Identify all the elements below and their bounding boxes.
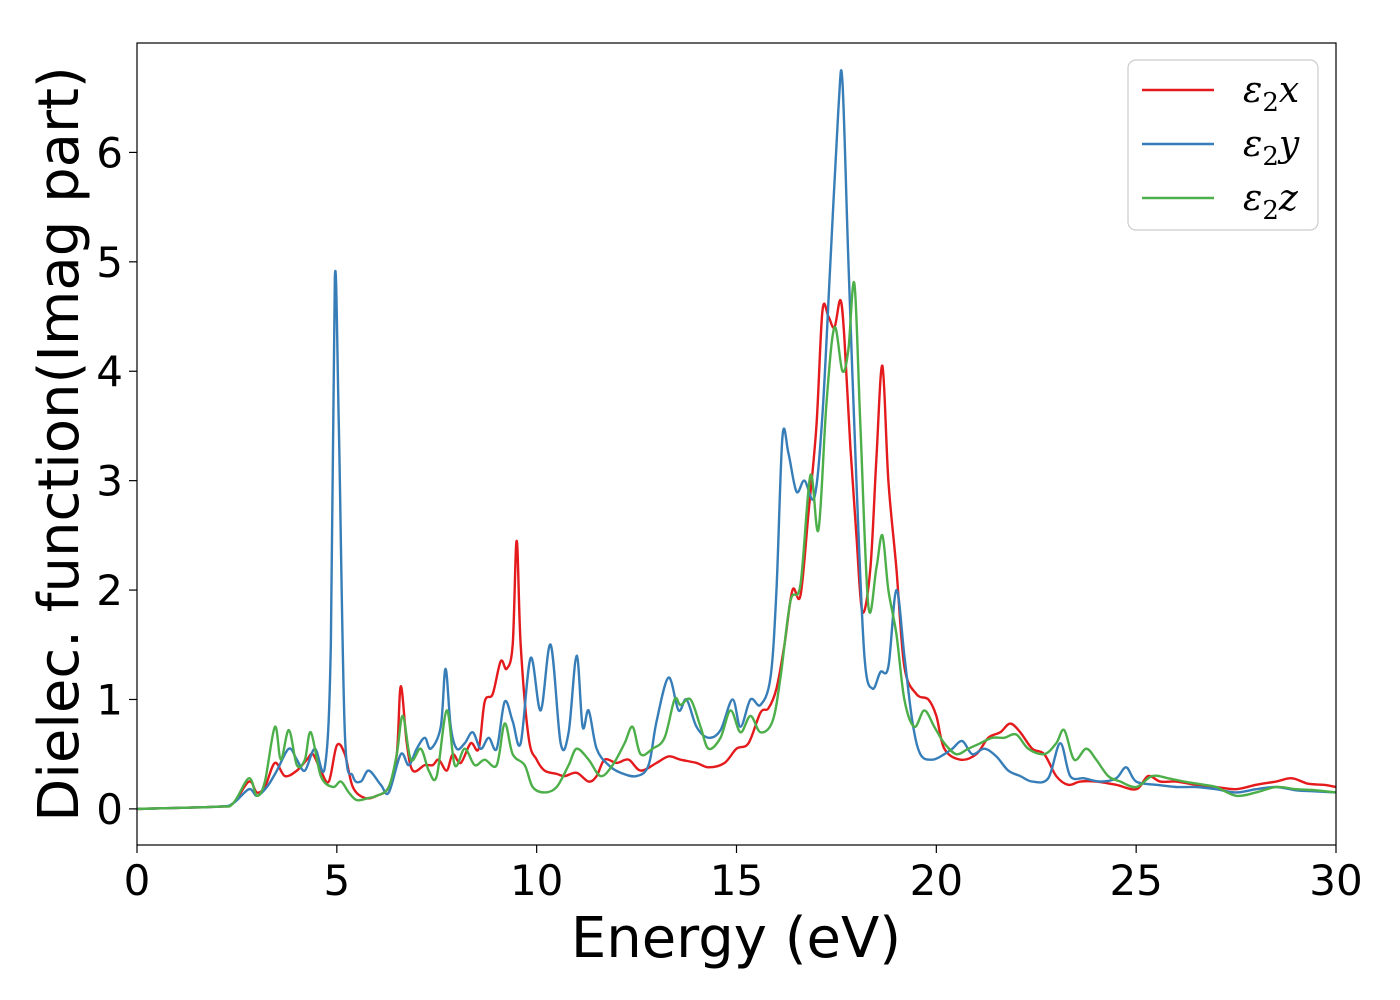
y-tick-label: 3	[96, 457, 123, 506]
x-tick-label: 25	[1109, 856, 1162, 905]
x-tick-label: 30	[1309, 856, 1362, 905]
x-tick-label: 20	[910, 856, 963, 905]
legend: ε2x ε2y ε2z	[1127, 59, 1319, 231]
y-tick-label: 4	[96, 347, 123, 396]
x-tick-label: 10	[510, 856, 563, 905]
y-axis-title: Dielec. function(Imag part)	[27, 66, 92, 822]
series-line-y	[137, 69, 1336, 811]
y-tick-label: 1	[96, 675, 123, 724]
y-tick-label: 2	[96, 566, 123, 615]
legend-box	[1127, 59, 1319, 231]
y-tick-label: 0	[96, 785, 123, 834]
y-tick-label: 6	[96, 128, 123, 177]
y-axis: 0 1 2 3 4 5 6	[96, 128, 137, 834]
series-line-z	[137, 280, 1336, 811]
legend-label-y: ε2y	[1243, 124, 1300, 172]
x-axis-title: Energy (eV)	[571, 906, 901, 971]
x-tick-label: 5	[323, 856, 350, 905]
x-tick-label: 0	[124, 856, 151, 905]
x-tick-label: 15	[710, 856, 763, 905]
legend-label-z: ε2z	[1243, 178, 1299, 226]
series-layer	[137, 69, 1336, 811]
y-tick-label: 5	[96, 238, 123, 287]
x-axis: 0 5 10 15 20 25 30	[124, 845, 1363, 905]
legend-label-x: ε2x	[1243, 70, 1299, 118]
